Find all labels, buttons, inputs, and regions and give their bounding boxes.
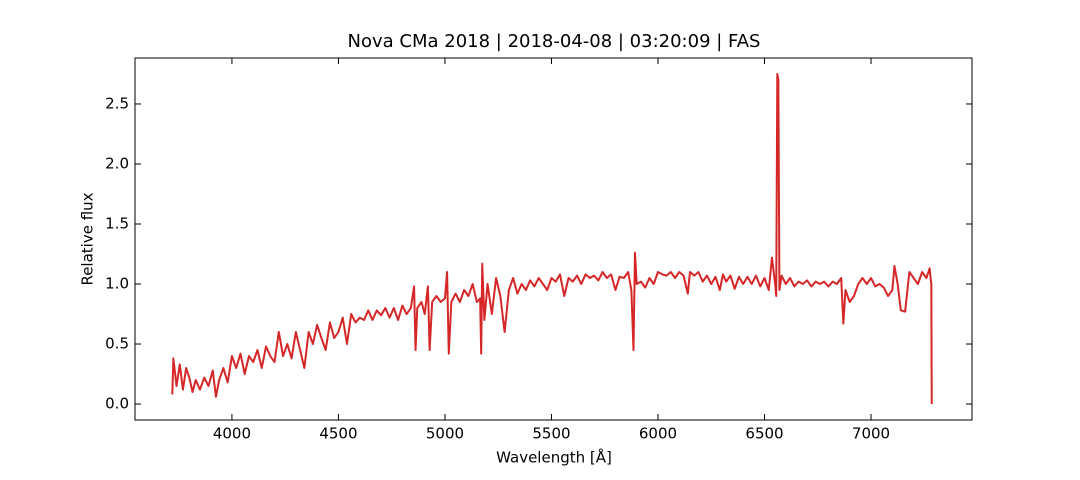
chart-title: Nova CMa 2018 | 2018-04-08 | 03:20:09 | … — [348, 31, 761, 52]
x-tick-label: 4500 — [319, 425, 357, 443]
y-axis-label: Relative flux — [79, 192, 97, 285]
y-tick-label: 2.5 — [105, 94, 129, 112]
y-tick-label: 1.0 — [105, 275, 129, 293]
x-tick-label: 7000 — [852, 425, 890, 443]
x-tick-label: 5000 — [426, 425, 464, 443]
x-tick-label: 6000 — [639, 425, 677, 443]
x-tick-label: 5500 — [532, 425, 570, 443]
x-axis-label: Wavelength [Å] — [496, 448, 612, 467]
y-tick-label: 0.0 — [105, 395, 129, 413]
x-tick-label: 6500 — [745, 425, 783, 443]
y-tick-label: 0.5 — [105, 335, 129, 353]
spectrum-line — [171, 72, 933, 405]
plot-frame — [134, 57, 973, 421]
y-tick-label: 1.5 — [105, 214, 129, 232]
y-tick-label: 2.0 — [105, 154, 129, 172]
x-tick-label: 4000 — [213, 425, 251, 443]
